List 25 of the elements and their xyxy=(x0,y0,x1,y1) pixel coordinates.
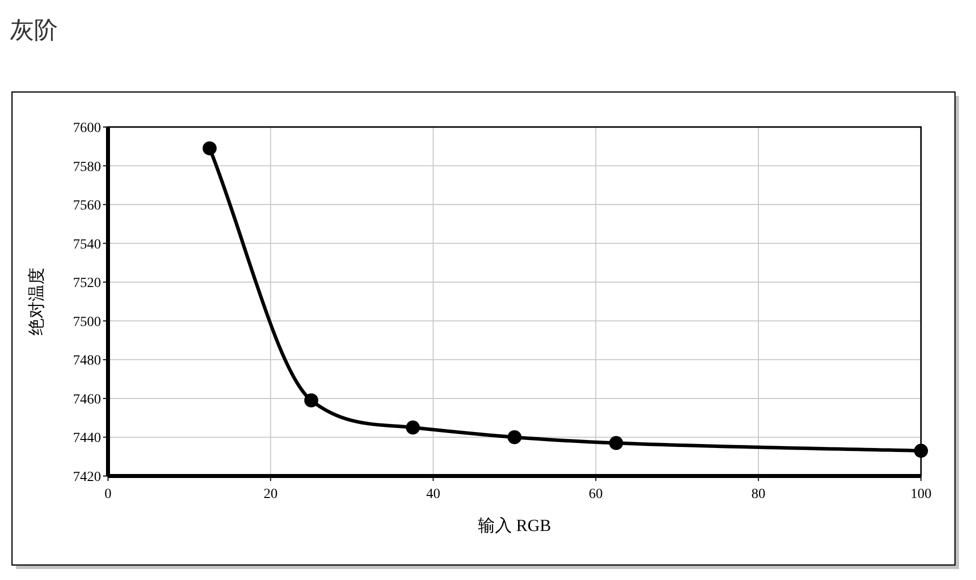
point xyxy=(202,141,217,156)
point xyxy=(508,430,522,444)
point xyxy=(609,436,624,450)
point xyxy=(304,393,318,408)
x-tick-label: 80 xyxy=(751,487,766,502)
y-tick-label: 7420 xyxy=(73,470,101,485)
y-tick-label: 7480 xyxy=(73,354,101,369)
chart-title: 灰阶 xyxy=(10,16,58,44)
x-tick-label: 20 xyxy=(264,487,278,502)
y-axis-title: 绝对温度 xyxy=(27,268,46,336)
point xyxy=(914,444,928,458)
y-tick-label: 7520 xyxy=(73,276,101,292)
x-tick-label: 0 xyxy=(104,487,112,502)
y-tick-label: 7560 xyxy=(73,198,101,214)
x-tick-label: 100 xyxy=(910,487,932,502)
x-tick-label: 60 xyxy=(588,487,603,502)
y-tick-label: 7540 xyxy=(73,237,101,252)
y-tick-label: 7500 xyxy=(73,314,101,330)
x-tick-label: 40 xyxy=(426,487,440,502)
x-axis-title: 输入 RGB xyxy=(478,516,552,535)
y-tick-label: 7460 xyxy=(73,392,101,408)
y-tick-label: 7440 xyxy=(73,431,101,446)
y-tick-label: 7600 xyxy=(73,121,101,136)
y-tick-label: 7580 xyxy=(73,160,101,175)
point xyxy=(406,420,420,435)
